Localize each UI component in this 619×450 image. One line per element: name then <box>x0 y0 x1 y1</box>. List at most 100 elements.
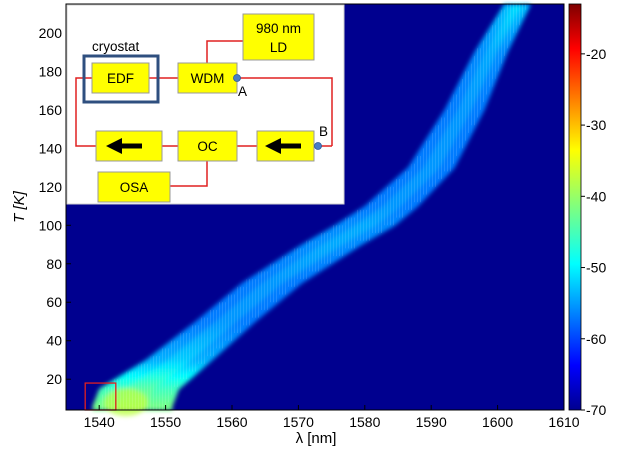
ld-label-line1: 980 nm <box>256 21 301 36</box>
point-a-marker <box>233 74 241 82</box>
ridge-texture-strip <box>416 156 456 164</box>
colorbar-tick-label: -40 <box>586 188 606 204</box>
ridge-texture-strip <box>282 256 334 264</box>
x-tick-label: 1570 <box>283 414 314 430</box>
oc-label: OC <box>197 139 218 154</box>
colorbar-tick-label: -30 <box>586 117 606 133</box>
ridge-texture-strip <box>453 94 487 103</box>
isolator-left-block <box>95 130 163 162</box>
ridge-texture-strip <box>377 194 422 203</box>
y-tick-label: 160 <box>39 102 63 118</box>
ridge-texture-strip <box>411 163 451 172</box>
ridge-texture-strip <box>294 248 346 257</box>
y-axis: 20 40 60 80 100 120 140 160 180 200 <box>39 25 71 387</box>
point-b-marker <box>314 142 322 150</box>
ridge-texture-strip <box>180 333 234 341</box>
ridge-texture-strip <box>500 9 525 18</box>
arrow-left-icon <box>106 138 142 154</box>
ridge-texture-strip <box>505 2 528 10</box>
ld-label-line2: LD <box>270 40 288 55</box>
ridge-texture-strip <box>237 286 288 295</box>
cryostat-label: cryostat <box>92 39 140 54</box>
ridge-texture-strip <box>246 279 298 287</box>
isolator-right-block <box>256 130 315 162</box>
y-tick-label: 40 <box>46 333 62 349</box>
ridge-texture-strip <box>469 63 499 72</box>
x-tick-label: 1600 <box>482 414 513 430</box>
x-axis: 1540 1550 1560 1570 1580 1590 1600 1610 <box>84 405 580 430</box>
ridge-texture-strip <box>421 148 460 157</box>
ridge-texture-strip <box>430 132 468 141</box>
x-tick-label: 1590 <box>416 414 447 430</box>
y-tick-label: 60 <box>46 294 62 310</box>
ridge-texture-strip <box>138 363 198 372</box>
ridge-texture-strip <box>199 317 251 326</box>
y-tick-label: 20 <box>46 371 62 387</box>
ridge-texture-strip <box>449 102 483 110</box>
point-b-label: B <box>319 124 328 139</box>
x-axis-label: λ [nm] <box>296 430 337 447</box>
y-tick-label: 80 <box>46 256 62 272</box>
y-tick-label: 200 <box>39 25 63 41</box>
osa-label: OSA <box>120 180 149 195</box>
ridge-texture-strip <box>101 394 170 403</box>
ridge-texture-strip <box>345 217 395 226</box>
ridge-texture-strip <box>394 179 437 187</box>
ridge-texture-strip <box>402 171 444 180</box>
ridge-texture-strip <box>461 79 493 87</box>
x-tick-label: 1580 <box>349 414 380 430</box>
ridge-texture-strip <box>150 356 208 364</box>
colorbar-ticks: -20 -30 -40 -50 -60 -70 <box>581 46 606 418</box>
ridge-texture-strip <box>258 271 310 280</box>
wdm-label: WDM <box>191 71 225 86</box>
ridge-texture-strip <box>465 71 496 80</box>
ridge-texture-strip <box>368 202 414 210</box>
ridge-texture-strip <box>385 186 429 195</box>
ridge-texture-strip <box>472 55 502 64</box>
point-a-label: A <box>238 84 247 99</box>
y-axis-label: T [K] <box>11 190 28 223</box>
ridge-texture-strip <box>457 86 490 95</box>
ridge-texture-strip <box>227 294 279 303</box>
colorbar-tick-label: -60 <box>586 331 606 347</box>
ridge-texture-strip <box>209 309 261 318</box>
ridge-texture-strip <box>332 225 384 233</box>
colorbar-tick-label: -20 <box>586 46 606 62</box>
ridge-texture-strip <box>190 325 243 334</box>
ridge-texture-strip <box>218 302 270 310</box>
ridge-texture-strip <box>270 263 322 272</box>
ridge-texture <box>98 2 528 410</box>
edf-block: EDF <box>91 62 150 94</box>
y-tick-label: 120 <box>39 179 63 195</box>
ridge-texture-strip <box>476 48 506 56</box>
arrow-left-icon <box>265 138 301 154</box>
ridge-texture-strip <box>490 25 517 33</box>
y-tick-label: 100 <box>39 217 63 233</box>
ridge-texture-strip <box>114 379 180 387</box>
ridge-texture-strip <box>357 209 405 218</box>
y-axis-label-group: T [K] <box>11 190 28 223</box>
plot-frame <box>65 3 565 411</box>
x-tick-label: 1540 <box>84 414 115 430</box>
osa-block: OSA <box>97 171 171 203</box>
ridge-texture-strip <box>425 140 464 149</box>
y-tick-label: 180 <box>39 63 63 79</box>
oc-block: OC <box>177 130 238 162</box>
ridge-texture-strip <box>319 232 371 241</box>
ridge-texture-strip <box>306 240 357 249</box>
y-tick-label: 140 <box>39 140 63 156</box>
x-tick-label: 1550 <box>150 414 181 430</box>
x-tick-label: 1560 <box>216 414 247 430</box>
ridge-texture-strip <box>486 32 513 41</box>
wdm-block: WDM <box>177 62 238 94</box>
edf-label: EDF <box>107 71 134 86</box>
ridge-texture-strip <box>170 340 225 349</box>
cryostat-box <box>82 54 160 104</box>
ridge-texture-strip <box>435 125 472 133</box>
ridge-texture-strip <box>104 386 173 395</box>
ridge-texture-strip <box>160 348 216 357</box>
x-tick-label: 1610 <box>548 414 579 430</box>
ld-block: 980 nm LD <box>242 13 315 61</box>
ridge-texture-strip <box>445 109 480 118</box>
